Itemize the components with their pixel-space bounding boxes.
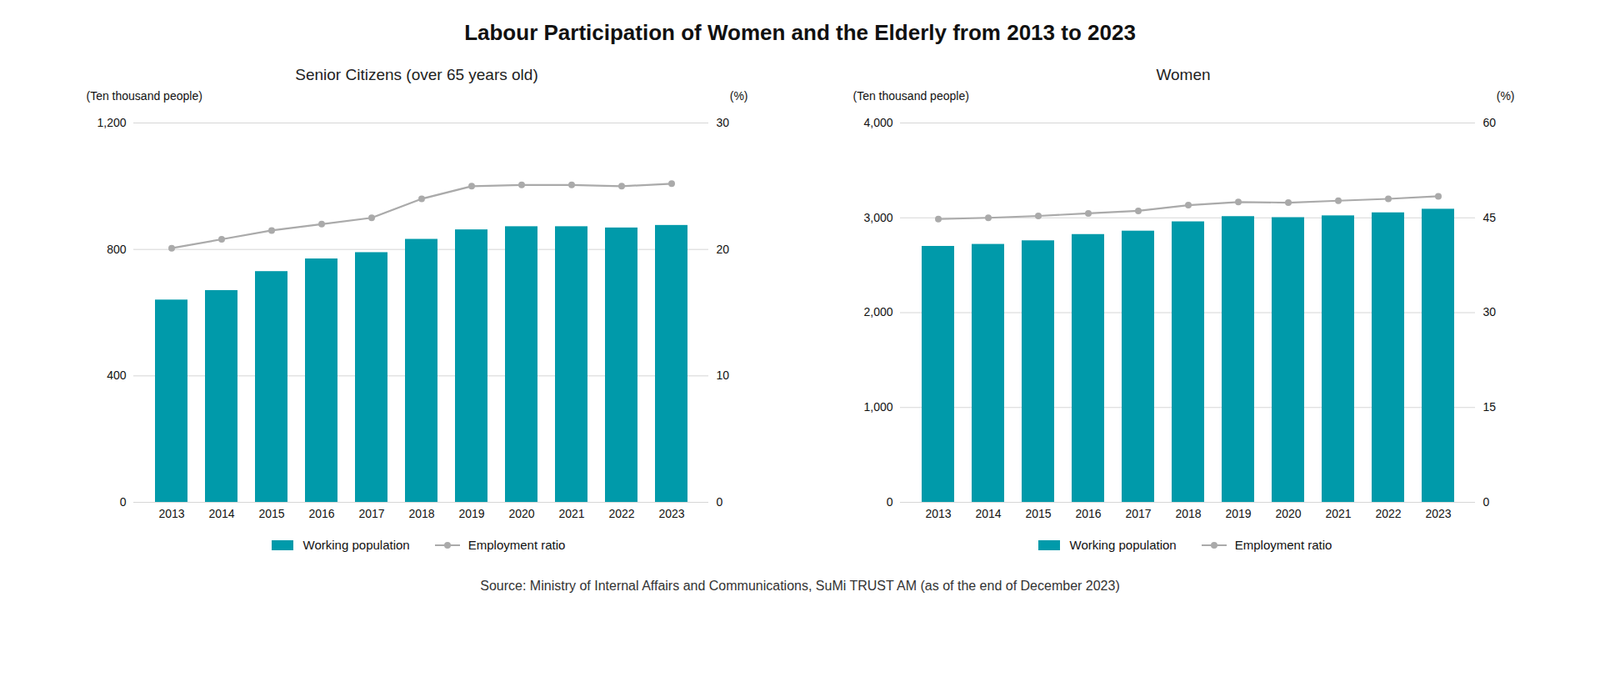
svg-text:2014: 2014 [208, 506, 235, 520]
svg-text:2018: 2018 [1175, 506, 1201, 520]
html-text:Employment ratio: Employment ratio [468, 537, 566, 552]
html-text:Working population: Working population [1069, 537, 1177, 552]
svg-text:2019: 2019 [458, 506, 485, 520]
svg-text:(Ten thousand people): (Ten thousand people) [853, 89, 970, 103]
svg-text:2017: 2017 [358, 506, 385, 520]
svg-text:2016: 2016 [308, 506, 335, 520]
svg-text:(Ten thousand people): (Ten thousand people) [86, 89, 203, 103]
svg-text:2023: 2023 [658, 506, 685, 520]
html-text:Women: Women [1156, 65, 1211, 84]
svg-text:800: 800 [106, 242, 127, 256]
svg-text:2022: 2022 [608, 506, 635, 520]
svg-text:0: 0 [1483, 495, 1490, 509]
svg-text:2013: 2013 [158, 506, 185, 520]
svg-text:30: 30 [716, 115, 730, 130]
svg-text:1,200: 1,200 [96, 115, 126, 130]
svg-text:2020: 2020 [1275, 506, 1301, 520]
svg-text:0: 0 [120, 495, 127, 509]
svg-text:2020: 2020 [508, 506, 535, 520]
svg-text:30: 30 [1483, 305, 1497, 319]
svg-text:0: 0 [716, 495, 724, 509]
svg-text:0: 0 [886, 495, 894, 509]
svg-text:2022: 2022 [1375, 506, 1401, 520]
svg-text:400: 400 [106, 368, 127, 382]
svg-text:1,000: 1,000 [863, 400, 893, 414]
svg-text:2017: 2017 [1125, 506, 1151, 520]
svg-text:10: 10 [716, 368, 730, 382]
svg-text:4,000: 4,000 [863, 115, 893, 130]
svg-text:2021: 2021 [1325, 506, 1351, 520]
svg-text:3,000: 3,000 [863, 210, 893, 225]
html-text:Working population: Working population [303, 537, 410, 552]
svg-text:2013: 2013 [925, 506, 951, 520]
svg-text:15: 15 [1483, 400, 1497, 414]
html-text:Senior Citizens (over 65 years: Senior Citizens (over 65 years old) [295, 65, 539, 84]
html-text:Employment ratio: Employment ratio [1234, 537, 1332, 552]
svg-text:20: 20 [716, 242, 730, 256]
svg-text:2021: 2021 [558, 506, 585, 520]
svg-text:(%): (%) [730, 89, 749, 103]
svg-text:2014: 2014 [975, 506, 1001, 520]
svg-text:2018: 2018 [408, 506, 435, 520]
svg-text:2019: 2019 [1225, 506, 1251, 520]
svg-text:45: 45 [1483, 210, 1497, 225]
svg-text:2015: 2015 [258, 506, 285, 520]
svg-text:60: 60 [1483, 115, 1497, 130]
svg-text:2015: 2015 [1025, 506, 1051, 520]
svg-text:2016: 2016 [1075, 506, 1101, 520]
svg-text:2,000: 2,000 [863, 305, 893, 319]
svg-text:(%): (%) [1496, 89, 1515, 103]
svg-text:2023: 2023 [1425, 506, 1451, 520]
html-text:Source: Ministry of Internal A: Source: Ministry of Internal Affairs and… [480, 578, 1120, 593]
html-text:Labour Participation of Women: Labour Participation of Women and the El… [464, 20, 1136, 45]
